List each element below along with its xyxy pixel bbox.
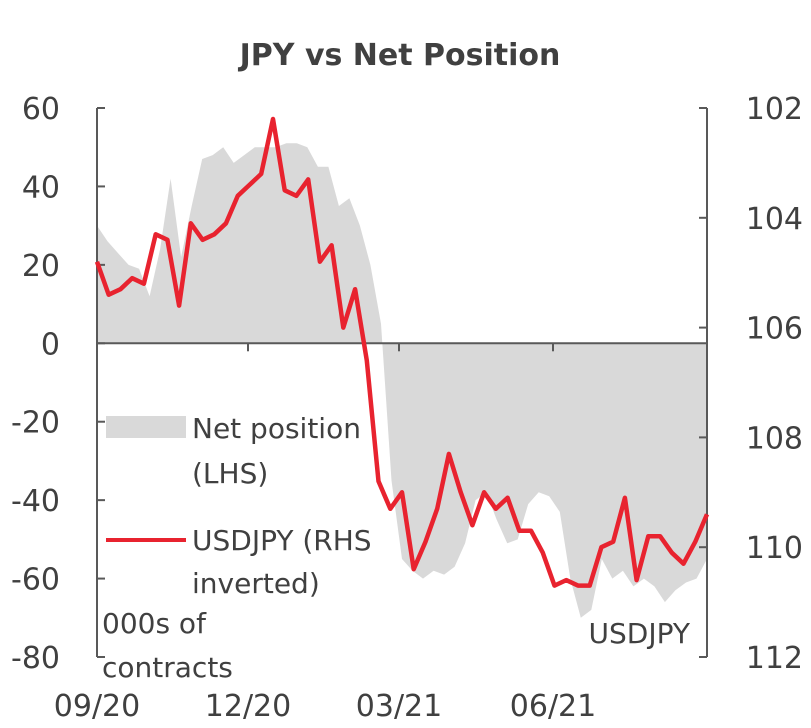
right-axis-tick-label: 104 xyxy=(746,202,803,237)
left-axis-tick-label: 60 xyxy=(22,92,60,127)
usdjpy-line-layer xyxy=(94,116,710,588)
x-axis-tick-label: 09/20 xyxy=(54,689,140,724)
left-axis-tick-label: -20 xyxy=(11,406,60,441)
right-axis-tick-label: 112 xyxy=(746,641,803,676)
right-axis-tick-labels: 102 104 106 108 110 112 xyxy=(746,92,803,676)
legend: Net position (LHS) USDJPY (RHS inverted) xyxy=(106,412,372,600)
left-axis-tick-label: -80 xyxy=(11,641,60,676)
right-axis-tick-label: 102 xyxy=(746,92,803,127)
right-axis-tick-label: 108 xyxy=(746,421,803,456)
left-axis-tick-label: -40 xyxy=(11,484,60,519)
usdjpy-line xyxy=(94,116,710,588)
left-axis-unit-line2: contracts xyxy=(102,651,233,684)
left-axis-unit-line1: 000s of xyxy=(102,607,207,640)
right-axis-tick-label: 106 xyxy=(746,312,803,347)
net-position-area-layer xyxy=(97,143,707,618)
right-axis-tick-label: 110 xyxy=(746,531,803,566)
x-axis-tick-label: 12/20 xyxy=(205,689,291,724)
legend-swatch-net-position xyxy=(106,416,186,438)
x-axis-tick-label: 03/21 xyxy=(356,689,442,724)
left-axis-tick-label: 20 xyxy=(22,249,60,284)
x-axis-tick-labels: 09/20 12/20 03/21 06/21 xyxy=(54,689,596,724)
legend-label-usdjpy-line1: USDJPY (RHS xyxy=(192,524,372,557)
left-axis-tick-labels: 60 40 20 0 -20 -40 -60 -80 xyxy=(11,92,60,676)
chart-title: JPY vs Net Position xyxy=(238,38,561,73)
legend-label-net-position-line1: Net position xyxy=(192,412,361,445)
x-axis-tick-label: 06/21 xyxy=(510,689,596,724)
left-axis-tick-label: 40 xyxy=(22,170,60,205)
net-position-area xyxy=(97,143,707,618)
left-axis-tick-label: 0 xyxy=(41,327,60,362)
legend-label-usdjpy-line2: inverted) xyxy=(192,567,320,600)
right-axis-label: USDJPY xyxy=(589,617,691,650)
legend-label-net-position-line2: (LHS) xyxy=(192,457,268,490)
left-axis-tick-label: -60 xyxy=(11,563,60,598)
